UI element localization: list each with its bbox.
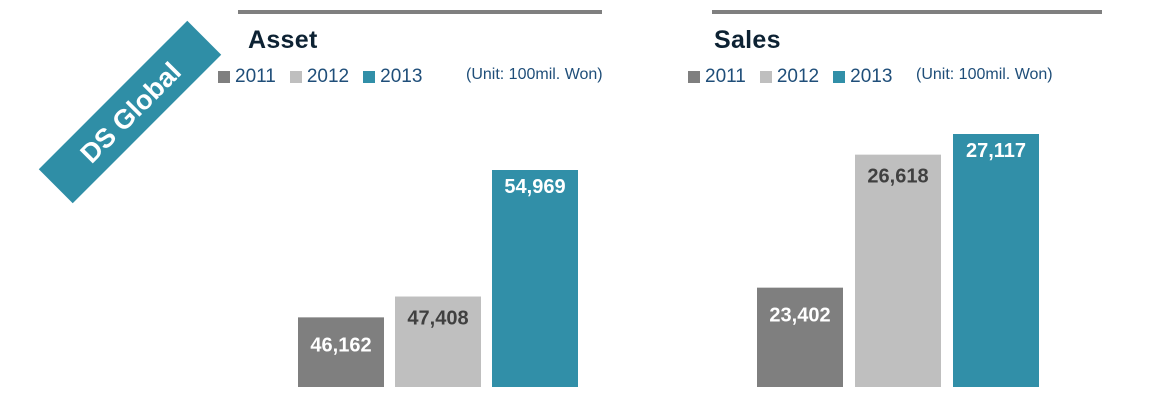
legend-swatch-2011 <box>218 71 230 83</box>
asset-legend: 2011 2012 2013 <box>218 66 436 88</box>
asset-value-label-2012: 47,408 <box>407 308 468 330</box>
sales-bar-2011 <box>757 287 843 387</box>
sales-chart-panel: Sales 2011 2012 2013 (Unit: 100mil. Won)… <box>684 0 1104 409</box>
sales-value-label-2011: 23,402 <box>769 305 830 327</box>
legend-label-2013: 2013 <box>380 66 423 87</box>
legend-swatch-2013 <box>363 71 376 83</box>
legend-swatch-2012 <box>759 71 772 83</box>
asset-legend-item-2012: 2012 <box>289 66 350 88</box>
legend-label-2012: 2012 <box>306 66 350 87</box>
ribbon-band <box>38 20 222 204</box>
sales-value-label-2013: 27,117 <box>966 140 1026 162</box>
sales-value-label-2012: 26,618 <box>867 166 928 188</box>
sales-legend: 2011 2012 2013 <box>688 66 906 88</box>
asset-unit-note: (Unit: 100mil. Won) <box>466 66 603 83</box>
asset-value-label-2011: 46,162 <box>310 334 371 356</box>
sales-chart-title: Sales <box>714 26 781 54</box>
sales-bar-2012 <box>855 154 941 387</box>
legend-swatch-2011 <box>688 71 700 83</box>
asset-legend-item-2011: 2011 <box>218 66 276 88</box>
asset-top-rule <box>238 10 602 14</box>
sales-legend-item-2012: 2012 <box>759 66 820 88</box>
asset-value-label-2013: 54,969 <box>504 176 565 198</box>
legend-label-2011: 2011 <box>235 66 276 87</box>
sales-legend-item-2013: 2013 <box>833 66 892 88</box>
legend-label-2011: 2011 <box>705 66 746 87</box>
legend-swatch-2013 <box>833 71 846 83</box>
asset-bar-2013 <box>492 170 578 387</box>
sales-bar-chart: 23,402 26,618 27,117 <box>757 134 1039 387</box>
ds-global-ribbon: DS Global <box>38 20 222 204</box>
legend-label-2013: 2013 <box>850 66 893 87</box>
asset-legend-item-2013: 2013 <box>363 66 422 88</box>
asset-chart-title: Asset <box>248 26 318 54</box>
legend-swatch-2012 <box>289 71 302 83</box>
asset-chart-panel: Asset 2011 2012 2013 (Unit: 100mil. Won)… <box>214 0 634 409</box>
asset-bar-2011 <box>298 317 384 387</box>
ribbon-text: DS Global <box>74 56 186 168</box>
asset-bar-2012 <box>395 296 481 387</box>
sales-top-rule <box>712 10 1102 14</box>
sales-bar-2013 <box>953 134 1039 387</box>
legend-label-2012: 2012 <box>776 66 820 87</box>
sales-unit-note: (Unit: 100mil. Won) <box>916 66 1053 83</box>
asset-bar-chart: 46,162 47,408 54,969 <box>298 170 578 387</box>
sales-legend-item-2011: 2011 <box>688 66 746 88</box>
